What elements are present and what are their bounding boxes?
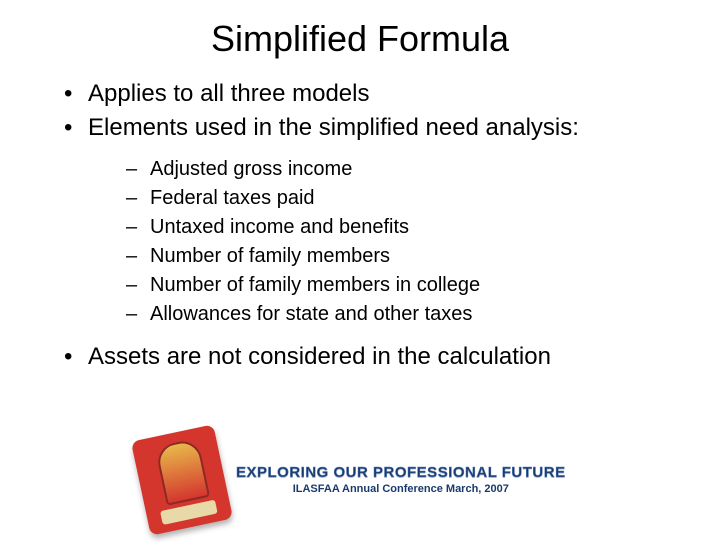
slide: Simplified Formula Applies to all three … — [0, 18, 720, 558]
slide-title: Simplified Formula — [0, 18, 720, 60]
logo-main-text: EXPLORING OUR PROFESSIONAL FUTURE — [236, 465, 566, 480]
sub-bullet-item: Federal taxes paid — [126, 184, 690, 213]
slide-content: Applies to all three models Elements use… — [0, 78, 720, 373]
logo-text: EXPLORING OUR PROFESSIONAL FUTURE ILASFA… — [236, 465, 566, 495]
sub-bullet-item: Allowances for state and other taxes — [126, 300, 690, 329]
sub-bullet-item: Untaxed income and benefits — [126, 213, 690, 242]
sub-bullet-item: Number of family members — [126, 242, 690, 271]
logo-badge-icon — [131, 424, 233, 535]
bullet-item: Applies to all three models — [60, 78, 690, 110]
footer-logo: EXPLORING OUR PROFESSIONAL FUTURE ILASFA… — [140, 432, 566, 528]
bullet-list: Applies to all three models Elements use… — [60, 78, 690, 373]
sub-bullet-item: Adjusted gross income — [126, 155, 690, 184]
bullet-item: Assets are not considered in the calcula… — [60, 341, 690, 373]
sub-bullet-item: Number of family members in college — [126, 271, 690, 300]
bullet-item: Elements used in the simplified need ana… — [60, 112, 690, 328]
logo-sub-text: ILASFAA Annual Conference March, 2007 — [236, 484, 566, 495]
bullet-text: Elements used in the simplified need ana… — [88, 114, 579, 141]
sub-bullet-list: Adjusted gross income Federal taxes paid… — [88, 155, 690, 329]
